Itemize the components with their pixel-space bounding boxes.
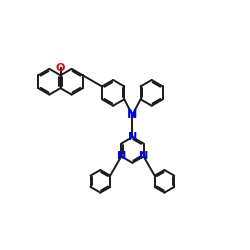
Text: N: N [128,132,137,142]
Text: O: O [56,63,65,73]
Text: N: N [127,108,138,121]
Text: N: N [117,152,126,162]
Text: N: N [139,152,148,162]
